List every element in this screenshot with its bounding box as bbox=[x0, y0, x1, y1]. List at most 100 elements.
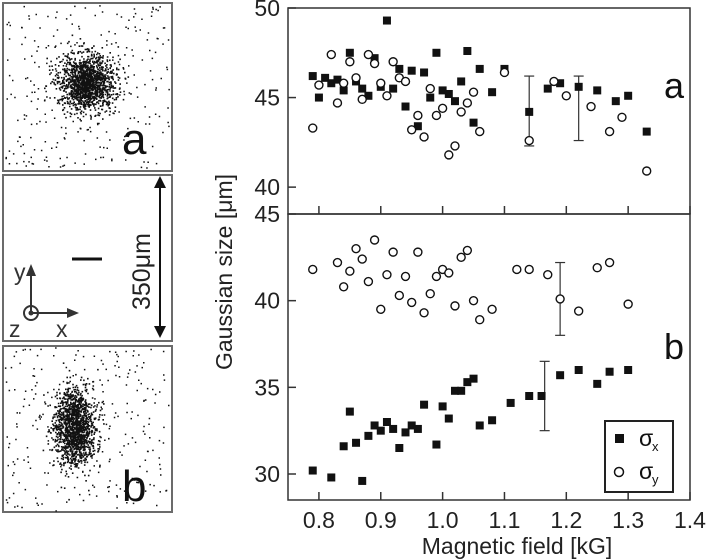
point-sigma-y-b bbox=[524, 264, 534, 275]
point-sigma-x-a bbox=[469, 118, 478, 127]
point-sigma-y-b bbox=[475, 315, 485, 325]
point-sigma-y-a bbox=[642, 166, 652, 176]
point-sigma-y-b bbox=[623, 299, 633, 309]
point-sigma-x-a bbox=[314, 93, 323, 102]
point-sigma-x-a bbox=[463, 46, 472, 55]
speckle-path bbox=[4, 347, 170, 512]
x-tick-label: 1.4 bbox=[674, 507, 706, 533]
point-sigma-x-b bbox=[352, 438, 361, 447]
point-sigma-x-a bbox=[438, 86, 447, 95]
point-sigma-y-a bbox=[345, 57, 355, 67]
y-tick-label-b: 35 bbox=[254, 374, 280, 400]
point-sigma-x-b bbox=[624, 366, 633, 374]
point-sigma-y-b bbox=[573, 306, 584, 316]
point-sigma-x-b bbox=[413, 424, 422, 433]
point-sigma-x-b bbox=[537, 392, 546, 400]
legend-subscript-x: x bbox=[652, 439, 659, 454]
point-sigma-x-b bbox=[376, 426, 385, 435]
point-sigma-x-b bbox=[407, 421, 416, 430]
point-sigma-x-a bbox=[574, 82, 583, 91]
beam-image-a-label: a bbox=[122, 115, 147, 164]
legend-subscript-y: y bbox=[652, 472, 659, 487]
x-axis-label: x bbox=[56, 316, 68, 342]
point-sigma-y-b bbox=[604, 257, 615, 268]
point-sigma-y-b bbox=[369, 235, 380, 245]
point-sigma-x-b bbox=[339, 442, 348, 451]
y-tick-label-b: 30 bbox=[254, 461, 280, 487]
point-sigma-y-a bbox=[332, 98, 343, 108]
point-sigma-x-a bbox=[420, 68, 429, 77]
point-sigma-x-b bbox=[469, 374, 478, 383]
point-sigma-x-a bbox=[401, 102, 410, 111]
y-axis-label: y bbox=[14, 259, 26, 285]
point-sigma-y-a bbox=[468, 87, 479, 97]
point-sigma-y-b bbox=[400, 271, 411, 282]
y-tick-label-a: 45 bbox=[254, 85, 280, 111]
x-tick-label: 1.1 bbox=[488, 507, 520, 533]
point-sigma-x-b bbox=[556, 371, 565, 380]
beam-image-b: b bbox=[2, 345, 173, 513]
y-tick-label-b: 45 bbox=[254, 201, 280, 227]
point-sigma-x-b bbox=[525, 392, 534, 400]
scale-label: 350μm bbox=[128, 233, 156, 310]
coordinate-panel: y x z 350μm bbox=[2, 174, 173, 342]
point-sigma-y-a bbox=[382, 91, 392, 101]
point-sigma-x-b bbox=[358, 476, 367, 485]
point-sigma-y-b bbox=[512, 264, 522, 275]
legend: σ x σ y bbox=[604, 420, 674, 493]
point-sigma-x-a bbox=[593, 86, 602, 95]
point-sigma-x-b bbox=[401, 428, 410, 437]
z-axis-label: z bbox=[9, 316, 21, 342]
point-sigma-y-a bbox=[314, 80, 324, 90]
point-sigma-x-a bbox=[457, 77, 466, 86]
point-sigma-y-a bbox=[376, 78, 386, 88]
x-tick-label: 1.2 bbox=[550, 507, 582, 533]
point-sigma-y-b bbox=[332, 257, 343, 268]
point-sigma-y-a bbox=[561, 91, 572, 101]
beam-image-a: a bbox=[2, 2, 173, 172]
x-arrowhead bbox=[67, 308, 79, 318]
point-sigma-y-b bbox=[388, 247, 398, 257]
point-sigma-x-a bbox=[339, 86, 348, 95]
point-sigma-x-a bbox=[450, 97, 459, 106]
point-sigma-x-a bbox=[444, 89, 453, 98]
point-sigma-y-a bbox=[475, 126, 485, 137]
point-sigma-y-b bbox=[363, 276, 374, 287]
point-sigma-x-b bbox=[432, 440, 441, 449]
point-sigma-y-a bbox=[413, 110, 423, 121]
point-sigma-y-a bbox=[604, 126, 615, 137]
scale-arrow-top bbox=[154, 176, 166, 188]
x-tick-label: 1.0 bbox=[427, 507, 459, 533]
y-tick-label-a: 40 bbox=[254, 174, 280, 200]
y-tick-label-a: 50 bbox=[254, 0, 280, 21]
point-sigma-x-a bbox=[611, 97, 620, 106]
speckle-dots bbox=[4, 347, 170, 512]
point-sigma-y-b bbox=[308, 264, 318, 275]
point-sigma-x-a bbox=[642, 127, 651, 136]
plot-frame-a bbox=[287, 7, 691, 215]
point-sigma-y-a bbox=[456, 107, 466, 117]
legend-symbol-sigma-x: σ bbox=[639, 425, 653, 451]
point-sigma-x-a bbox=[432, 48, 441, 57]
point-sigma-y-b bbox=[425, 289, 435, 299]
point-sigma-x-b bbox=[345, 407, 354, 416]
point-sigma-x-b bbox=[382, 418, 391, 426]
point-sigma-y-b bbox=[456, 252, 466, 263]
point-sigma-x-a bbox=[556, 79, 565, 88]
point-sigma-x-a bbox=[333, 75, 342, 84]
point-sigma-y-b bbox=[338, 282, 349, 292]
point-sigma-y-a bbox=[351, 73, 361, 83]
point-sigma-x-b bbox=[475, 421, 484, 430]
point-sigma-x-b bbox=[389, 424, 398, 433]
point-sigma-x-a bbox=[358, 84, 367, 93]
point-sigma-y-b bbox=[462, 245, 473, 256]
point-sigma-y-a bbox=[617, 112, 627, 122]
point-sigma-x-b bbox=[395, 444, 404, 452]
point-sigma-x-a bbox=[364, 91, 373, 100]
panel-label-a: a bbox=[664, 65, 685, 106]
point-sigma-y-a bbox=[462, 98, 473, 108]
point-sigma-y-a bbox=[400, 76, 411, 87]
point-sigma-x-a bbox=[321, 73, 330, 82]
point-sigma-y-b bbox=[450, 301, 460, 311]
